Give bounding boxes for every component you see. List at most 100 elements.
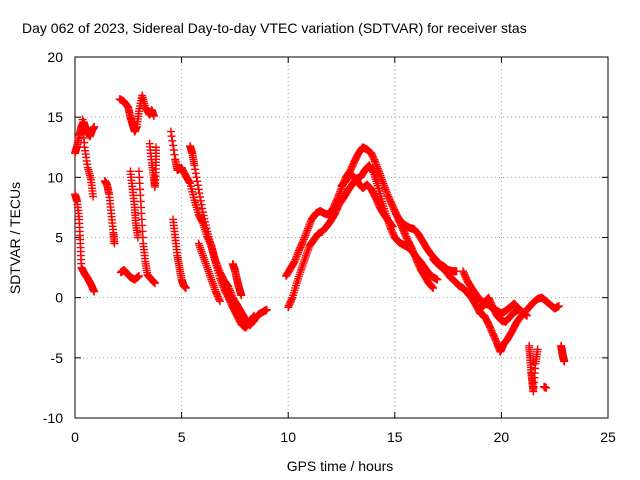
data-point xyxy=(380,183,389,192)
data-point xyxy=(149,111,158,120)
y-tick-label: -5 xyxy=(51,350,64,366)
data-point xyxy=(381,185,390,194)
data-point xyxy=(554,302,563,311)
data-point xyxy=(382,187,391,196)
data-point xyxy=(301,231,310,240)
data-point xyxy=(195,189,204,198)
series-arc-05 xyxy=(115,91,158,136)
data-point xyxy=(169,141,178,150)
data-point xyxy=(542,383,551,392)
data-point xyxy=(196,196,205,205)
data-point xyxy=(371,158,380,167)
y-tick-label: 0 xyxy=(55,290,63,306)
data-point xyxy=(411,253,420,262)
data-point xyxy=(215,297,224,306)
series-arc-09 xyxy=(126,167,142,242)
data-point xyxy=(194,185,203,194)
data-point xyxy=(90,287,99,296)
data-point xyxy=(290,257,299,266)
data-point xyxy=(408,246,417,255)
data-point xyxy=(198,204,207,213)
y-tick-label: 10 xyxy=(47,169,63,185)
data-point xyxy=(191,165,200,174)
y-tick-label: 20 xyxy=(47,49,63,65)
series-arc-23 xyxy=(540,382,551,392)
series-arc-06 xyxy=(116,265,143,284)
data-point xyxy=(368,167,377,176)
series-arc-07 xyxy=(134,167,159,288)
series-arc-12 xyxy=(186,142,259,332)
series-arc-02 xyxy=(71,190,99,296)
x-axis-label: GPS time / hours xyxy=(287,458,394,474)
data-point xyxy=(170,150,179,159)
data-point xyxy=(216,276,225,285)
series-arc-08 xyxy=(145,139,161,191)
chart-title: Day 062 of 2023, Sidereal Day-to-day VTE… xyxy=(22,20,527,36)
data-point xyxy=(110,239,119,248)
data-point xyxy=(433,275,442,284)
data-point xyxy=(196,192,205,201)
series-arc-04 xyxy=(100,176,119,248)
y-axis-label: SDTVAR / TECUs xyxy=(7,182,23,294)
data-point xyxy=(522,311,531,320)
data-point xyxy=(134,272,143,281)
series-arc-22 xyxy=(525,341,542,396)
x-tick-label: 25 xyxy=(600,429,616,445)
x-tick-label: 20 xyxy=(494,429,510,445)
x-tick-label: 10 xyxy=(280,429,296,445)
data-point xyxy=(215,295,224,304)
data-point xyxy=(197,200,206,209)
data-point xyxy=(302,228,311,237)
data-point xyxy=(192,173,201,182)
data-point xyxy=(169,146,178,155)
data-point xyxy=(218,279,227,288)
data-point xyxy=(262,305,271,314)
data-point xyxy=(428,283,437,292)
series-arc-13 xyxy=(194,239,224,306)
data-point xyxy=(514,305,523,314)
data-point xyxy=(217,278,226,287)
data-point xyxy=(533,345,542,354)
data-point xyxy=(287,295,296,304)
data-point xyxy=(293,250,302,259)
data-point xyxy=(382,188,391,197)
data-point xyxy=(300,233,309,242)
data-point xyxy=(191,169,200,178)
data-point xyxy=(193,177,202,186)
data-point xyxy=(372,160,381,169)
data-point xyxy=(336,187,345,196)
series-arc-18 xyxy=(390,207,438,293)
data-point xyxy=(410,251,419,260)
y-tick-label: -10 xyxy=(43,410,63,426)
data-point xyxy=(89,192,98,201)
data-point xyxy=(294,248,303,257)
data-point xyxy=(336,185,345,194)
data-point xyxy=(387,221,396,230)
x-tick-label: 15 xyxy=(387,429,403,445)
data-point xyxy=(193,181,202,190)
data-point xyxy=(304,222,313,231)
data-point xyxy=(429,284,438,293)
data-point xyxy=(237,291,246,300)
data-point xyxy=(249,312,258,321)
data-point xyxy=(560,357,569,366)
x-tick-label: 5 xyxy=(178,429,186,445)
data-point xyxy=(133,233,142,242)
data-point xyxy=(185,178,194,187)
data-point xyxy=(427,282,436,291)
data-point xyxy=(215,274,224,283)
data-point xyxy=(250,311,259,320)
data-point xyxy=(299,235,308,244)
data-point xyxy=(407,244,416,253)
data-point xyxy=(190,161,199,170)
x-tick-label: 0 xyxy=(71,429,79,445)
data-point xyxy=(298,238,307,247)
data-point xyxy=(292,253,301,262)
data-point xyxy=(409,247,418,256)
data-point xyxy=(370,157,379,166)
data-point xyxy=(150,279,159,288)
series-arc-14 xyxy=(228,259,246,300)
y-tick-label: 15 xyxy=(47,109,63,125)
data-point xyxy=(181,284,190,293)
